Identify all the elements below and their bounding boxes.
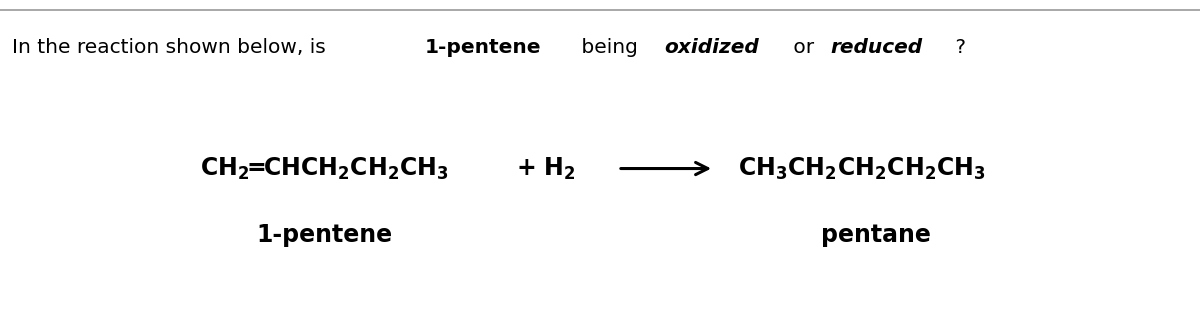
Text: 1-pentene: 1-pentene	[425, 38, 541, 57]
Text: or: or	[787, 38, 821, 57]
Text: reduced: reduced	[830, 38, 923, 57]
Text: 1-pentene: 1-pentene	[256, 223, 392, 247]
Text: In the reaction shown below, is: In the reaction shown below, is	[12, 38, 332, 57]
Text: pentane: pentane	[821, 223, 931, 247]
Text: $\mathbf{CH_3CH_2CH_2CH_2CH_3}$: $\mathbf{CH_3CH_2CH_2CH_2CH_3}$	[738, 156, 985, 182]
Text: $\mathbf{CH_2{\!\!=\!\!}CHCH_2CH_2CH_3}$: $\mathbf{CH_2{\!\!=\!\!}CHCH_2CH_2CH_3}$	[199, 156, 449, 182]
Text: ?: ?	[949, 38, 966, 57]
Text: $\mathbf{+\ H_2}$: $\mathbf{+\ H_2}$	[516, 156, 576, 182]
Text: being: being	[575, 38, 644, 57]
Text: oxidized: oxidized	[665, 38, 760, 57]
